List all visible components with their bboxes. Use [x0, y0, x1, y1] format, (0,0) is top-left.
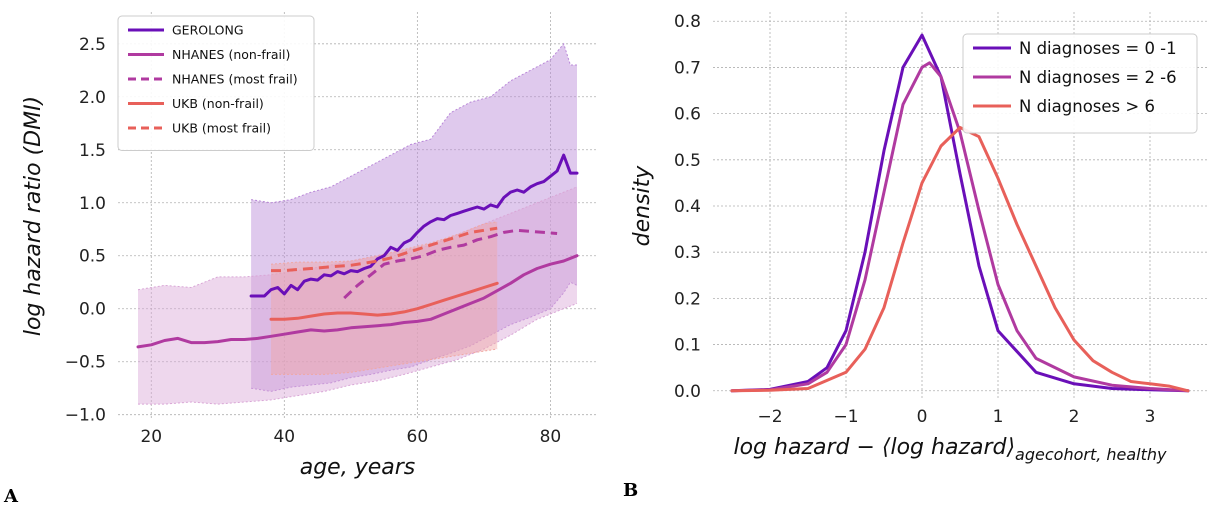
chart-panel-b: −2 −1 0 1 2 3 0.0 0.1 0.2 0.3 0.4 0.5 0.6 0.7 0.8 log h… [623, 12, 1207, 501]
legend: GEROLONG NHANES (non-frail) NHANES (most f… [117, 15, 315, 151]
band-lower-edge [251, 281, 578, 392]
y-axis-label: log hazard ratio (DMI) [21, 96, 46, 336]
x-tick-label: 1 [993, 407, 1004, 427]
y-tick-label: 2.5 [79, 35, 106, 55]
y-tick-label: 0.8 [674, 12, 701, 32]
series-line [730, 61, 1190, 393]
legend-label: NHANES (non-frail) [172, 47, 290, 62]
legend-label: UKB (non-frail) [172, 96, 264, 111]
series-line [136, 254, 579, 349]
series-lines [730, 33, 1190, 393]
chart-panel-a: 20 40 60 80 −1.0 −0.5 0.0 0.5 1.0 1.5 2.0 2.5 age, y… [3, 12, 597, 506]
legend-label: N diagnoses = 0 -1 [1019, 39, 1177, 58]
band-upper-edge [251, 42, 577, 204]
series-line [343, 228, 558, 300]
confidence-band [271, 221, 498, 375]
series-line [271, 226, 498, 273]
y-tick-label: −0.5 [65, 353, 106, 373]
series-line [730, 126, 1190, 393]
x-tick-label: 20 [140, 427, 162, 447]
legend-label: N diagnoses > 6 [1019, 97, 1155, 116]
x-axis-label: age, years [300, 455, 416, 480]
x-tick-label: 2 [1069, 407, 1080, 427]
y-tick-label: 0.5 [674, 151, 701, 171]
band-lower-edge [271, 348, 498, 375]
y-tick-label: 0.3 [674, 243, 701, 263]
legend-label: UKB (most frail) [172, 120, 271, 135]
y-tick-label: 0.0 [674, 382, 701, 402]
x-tick-label: −1 [833, 407, 858, 427]
x-axis-label: log hazard − ⟨log hazard⟩agecohort, heal… [733, 435, 1167, 464]
confidence-bands [137, 42, 578, 405]
series-line [730, 33, 1190, 393]
x-tick-label: 80 [540, 427, 562, 447]
band-upper-edge [270, 221, 498, 265]
band-upper-edge [137, 186, 578, 291]
y-tick-label: 0.2 [674, 289, 701, 309]
x-tick-label: 3 [1145, 407, 1156, 427]
y-tick-label: 2.0 [79, 88, 106, 108]
x-tick-label: 40 [273, 427, 295, 447]
y-tick-label: −1.0 [65, 406, 106, 426]
legend-label: N diagnoses = 2 -6 [1019, 68, 1177, 87]
x-axis-label-subscript: agecohort, healthy [1015, 445, 1167, 464]
band-lower-edge [138, 302, 578, 405]
y-tick-label: 0.6 [674, 105, 701, 125]
legend: N diagnoses = 0 -1 N diagnoses = 2 -6 N di… [962, 33, 1198, 134]
y-tick-label: 1.0 [79, 194, 106, 214]
x-tick-label: 0 [917, 407, 928, 427]
y-axis-label: density [630, 165, 655, 247]
legend-label: GEROLONG [172, 22, 244, 37]
y-tick-label: 0.1 [674, 336, 701, 356]
y-tick-label: 1.5 [79, 141, 106, 161]
y-tick-label: 0.4 [674, 197, 701, 217]
y-tick-label: 0.7 [674, 58, 701, 78]
confidence-band [251, 43, 577, 392]
x-tick-label: 60 [407, 427, 429, 447]
series-line [269, 281, 499, 321]
legend-box [117, 15, 315, 151]
panel-letter-a: A [3, 486, 19, 506]
tick-labels: 20 40 60 80 −1.0 −0.5 0.0 0.5 1.0 1.5 2.0 2.5 [65, 35, 562, 447]
confidence-band [138, 186, 577, 405]
series-line [249, 153, 579, 298]
panel-letter-b: B [623, 480, 638, 501]
y-tick-label: 0.0 [79, 300, 106, 320]
x-tick-label: −2 [757, 407, 782, 427]
legend-box [962, 33, 1198, 134]
y-tick-label: 0.5 [79, 247, 106, 267]
tick-labels: −2 −1 0 1 2 3 0.0 0.1 0.2 0.3 0.4 0.5 0.6 0.7 0.8 [674, 12, 1155, 427]
legend-label: NHANES (most frail) [172, 71, 298, 86]
series-lines [136, 153, 579, 349]
